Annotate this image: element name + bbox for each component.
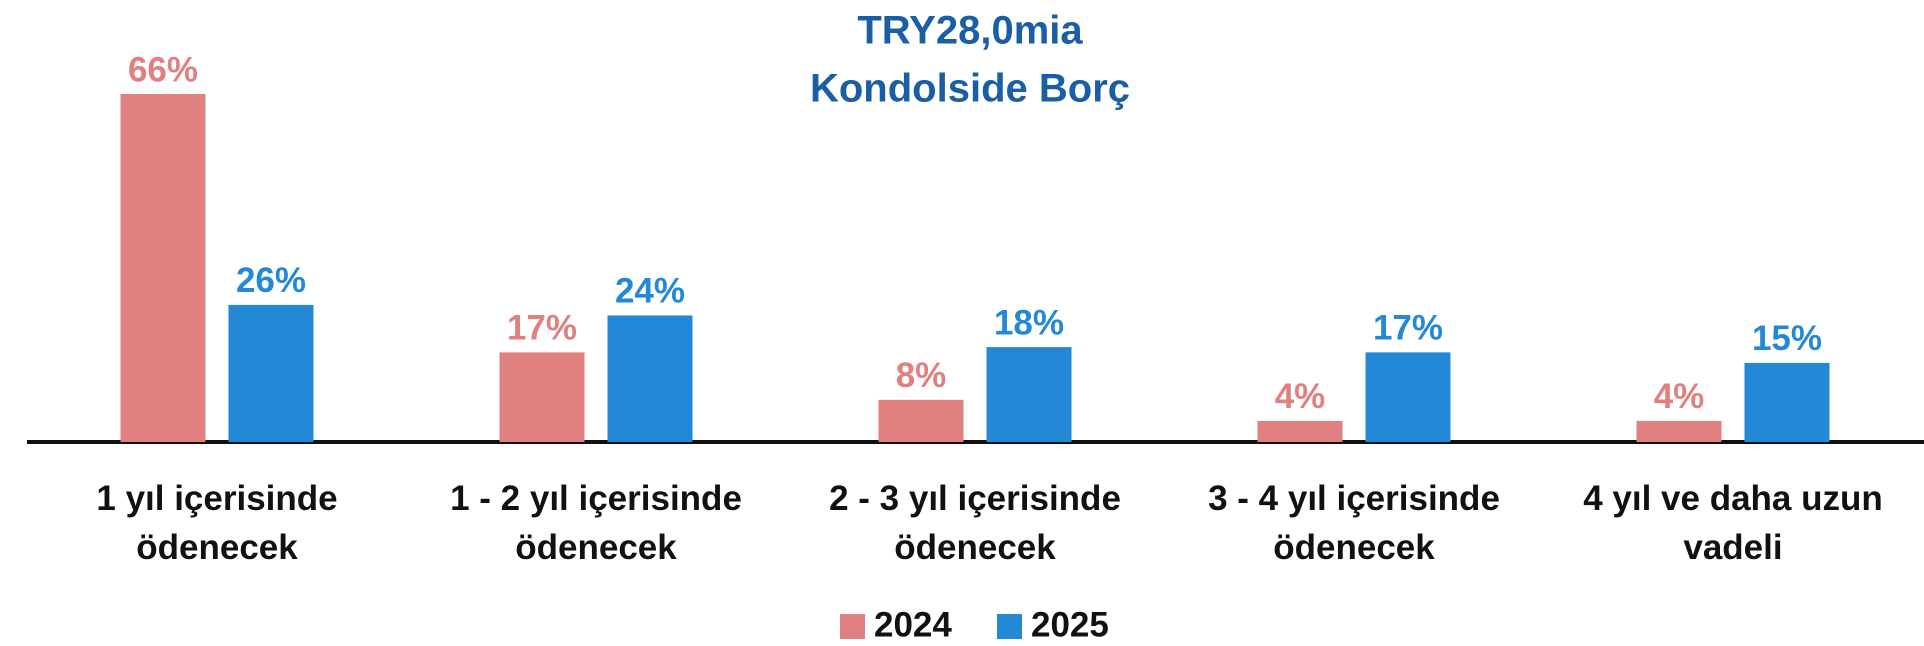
bar (228, 304, 314, 442)
legend-swatch (997, 614, 1022, 639)
value-label: 26% (236, 261, 306, 300)
x-tick-label: 4 yıl ve daha uzun vadeli (1583, 479, 1883, 567)
legend-swatch (840, 614, 865, 639)
bar (1744, 362, 1830, 442)
value-label: 8% (896, 356, 947, 395)
x-tick-label: 1 yıl içerisinde ödenecek (96, 479, 338, 567)
value-label: 24% (615, 272, 685, 311)
bar (986, 347, 1072, 442)
bar (1257, 420, 1343, 442)
bar (878, 399, 964, 442)
bar (499, 352, 585, 442)
value-label: 66% (128, 50, 198, 89)
value-label: 17% (1373, 309, 1443, 348)
value-label: 4% (1275, 377, 1326, 416)
x-tick-label: 2 - 3 yıl içerisinde ödenecek (829, 479, 1121, 567)
bar (607, 315, 693, 442)
chart-subtitle: Kondolside Borç (810, 67, 1130, 111)
value-label: 4% (1654, 377, 1705, 416)
legend-label: 2025 (1031, 605, 1109, 644)
bar (120, 94, 206, 442)
x-tick-label: 1 - 2 yıl içerisinde ödenecek (450, 479, 742, 567)
x-tick-label: 3 - 4 yıl içerisinde ödenecek (1208, 479, 1500, 567)
value-label: 18% (994, 303, 1064, 342)
value-label: 15% (1752, 319, 1822, 358)
legend-label: 2024 (874, 605, 952, 644)
bar (1365, 352, 1451, 442)
bar (1636, 420, 1722, 442)
chart-title: TRY28,0mia (857, 9, 1083, 53)
value-label: 17% (507, 309, 577, 348)
